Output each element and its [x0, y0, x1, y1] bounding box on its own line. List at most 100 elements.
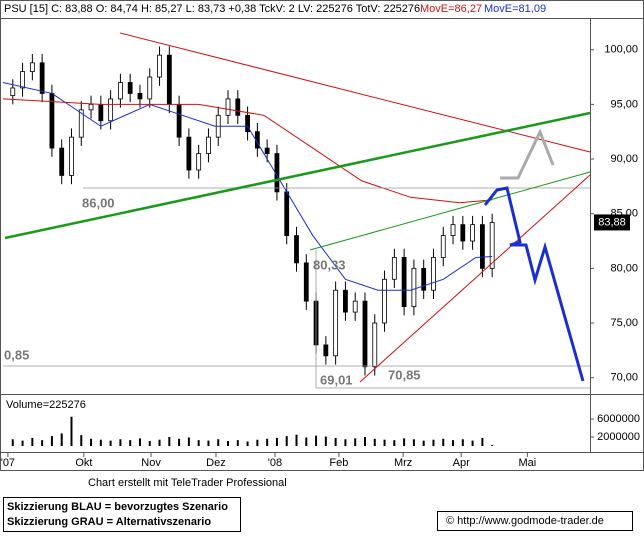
- price-tag-label: 83,88: [598, 216, 626, 228]
- candle-body: [421, 267, 427, 291]
- x-tick-label: Nov: [141, 457, 161, 469]
- volume-bar: [471, 440, 474, 446]
- header-title: PSU [15] C: 83,88 O: 84,74 H: 85,27 L: 8…: [4, 3, 420, 15]
- annotation: 0,85: [4, 347, 29, 362]
- volume-bar: [158, 439, 161, 446]
- candle-body: [88, 103, 94, 111]
- candle-body: [264, 147, 270, 154]
- volume-bar: [21, 440, 24, 446]
- candle-body: [225, 98, 231, 116]
- credit: Chart erstellt mit TeleTrader Profession…: [88, 477, 287, 489]
- y-tick-label: 95,00: [610, 98, 638, 110]
- trendline: [4, 111, 591, 240]
- volume-bar: [422, 440, 425, 446]
- candle-body: [137, 93, 143, 100]
- volume-bar: [207, 440, 210, 446]
- volume-tick-label: 6000000: [597, 413, 640, 425]
- volume-bar: [266, 438, 269, 446]
- candle-body: [470, 224, 476, 242]
- volume-tick-label: 2000000: [597, 431, 640, 443]
- volume-label: Volume=225276: [6, 399, 86, 411]
- volume-bar: [99, 439, 102, 446]
- volume-bar: [11, 439, 14, 446]
- volume-bar: [129, 440, 132, 446]
- annotation: 80,33: [313, 257, 346, 272]
- candle-body: [108, 98, 114, 122]
- volume-bar: [344, 439, 347, 446]
- x-tick-label: Mrz: [394, 457, 412, 469]
- volume-bar: [236, 440, 239, 446]
- resistance-trendline: [119, 32, 591, 153]
- candle-body: [176, 103, 182, 138]
- candle-body: [323, 344, 329, 357]
- volume-bar: [295, 434, 298, 446]
- candle-body: [450, 224, 456, 236]
- preferred-scenario: [483, 186, 585, 382]
- candle-body: [401, 257, 407, 308]
- volume-bar: [109, 440, 112, 446]
- volume-bar: [285, 436, 288, 446]
- candle-body: [39, 62, 45, 94]
- candle-body: [69, 136, 74, 176]
- candle-body: [157, 54, 162, 78]
- candle-body: [118, 82, 123, 100]
- scenario-legend: Skizzierung GRAU = Alternativszenario: [7, 516, 211, 528]
- url: © http://www.godmode-trader.de: [446, 515, 604, 527]
- volume-bar: [491, 444, 494, 446]
- volume-bar: [315, 435, 318, 446]
- volume-bar: [256, 439, 259, 446]
- trendline: [309, 171, 591, 251]
- scenario-legend: Skizzierung BLAU = bevorzugtes Szenario: [7, 501, 228, 513]
- y-tick-label: 100,00: [604, 44, 638, 56]
- volume-bar: [138, 438, 141, 446]
- candle-body: [411, 267, 417, 308]
- url-box: [437, 511, 633, 531]
- annotation: 86,00: [82, 195, 115, 210]
- candle-body: [78, 109, 84, 138]
- candle-body: [489, 222, 495, 269]
- drawings: [3, 32, 591, 389]
- volume-bar: [334, 437, 337, 446]
- volume-bar: [363, 437, 366, 446]
- y-tick-label: 75,00: [610, 317, 638, 329]
- candle-body: [431, 257, 436, 291]
- candle-body: [196, 153, 202, 171]
- x-tick-label: '08: [268, 457, 282, 469]
- volume-bar: [119, 439, 122, 446]
- candle-body: [127, 82, 133, 94]
- volume-bar: [90, 438, 93, 446]
- volume-bar: [432, 439, 435, 446]
- volume-bar: [80, 435, 83, 446]
- volume-bar: [412, 439, 415, 446]
- candle-body: [284, 191, 290, 236]
- candle-body: [206, 136, 211, 154]
- volume-bar: [41, 440, 44, 446]
- legend-entry: MovE=86,27: [420, 3, 482, 15]
- volume-bar: [403, 438, 406, 446]
- candle-body: [235, 98, 241, 116]
- volume-bar: [168, 437, 171, 446]
- candle-body: [98, 103, 104, 122]
- annotation: 69,01: [320, 372, 353, 387]
- volume-bar: [60, 433, 63, 446]
- volume-bar: [148, 441, 151, 446]
- volume-bar: [452, 440, 455, 446]
- volume-bar: [227, 441, 230, 446]
- legend-entry: MovE=81,09: [484, 3, 546, 15]
- x-tick-label: Dez: [206, 457, 226, 469]
- volume-bar: [187, 437, 190, 446]
- candle-body: [343, 289, 348, 313]
- candle-body: [362, 300, 368, 368]
- volume-bar: [393, 440, 396, 446]
- volume-bar: [178, 438, 181, 446]
- candle-body: [29, 62, 35, 72]
- x-tick-label: Apr: [453, 457, 470, 469]
- volume-bar: [217, 439, 220, 446]
- candle-body: [147, 76, 153, 100]
- candle-body: [59, 147, 65, 176]
- candle-body: [303, 262, 309, 302]
- volume-bar: [383, 439, 386, 446]
- alternative-scenario: [500, 128, 555, 180]
- volume-bar: [354, 438, 357, 446]
